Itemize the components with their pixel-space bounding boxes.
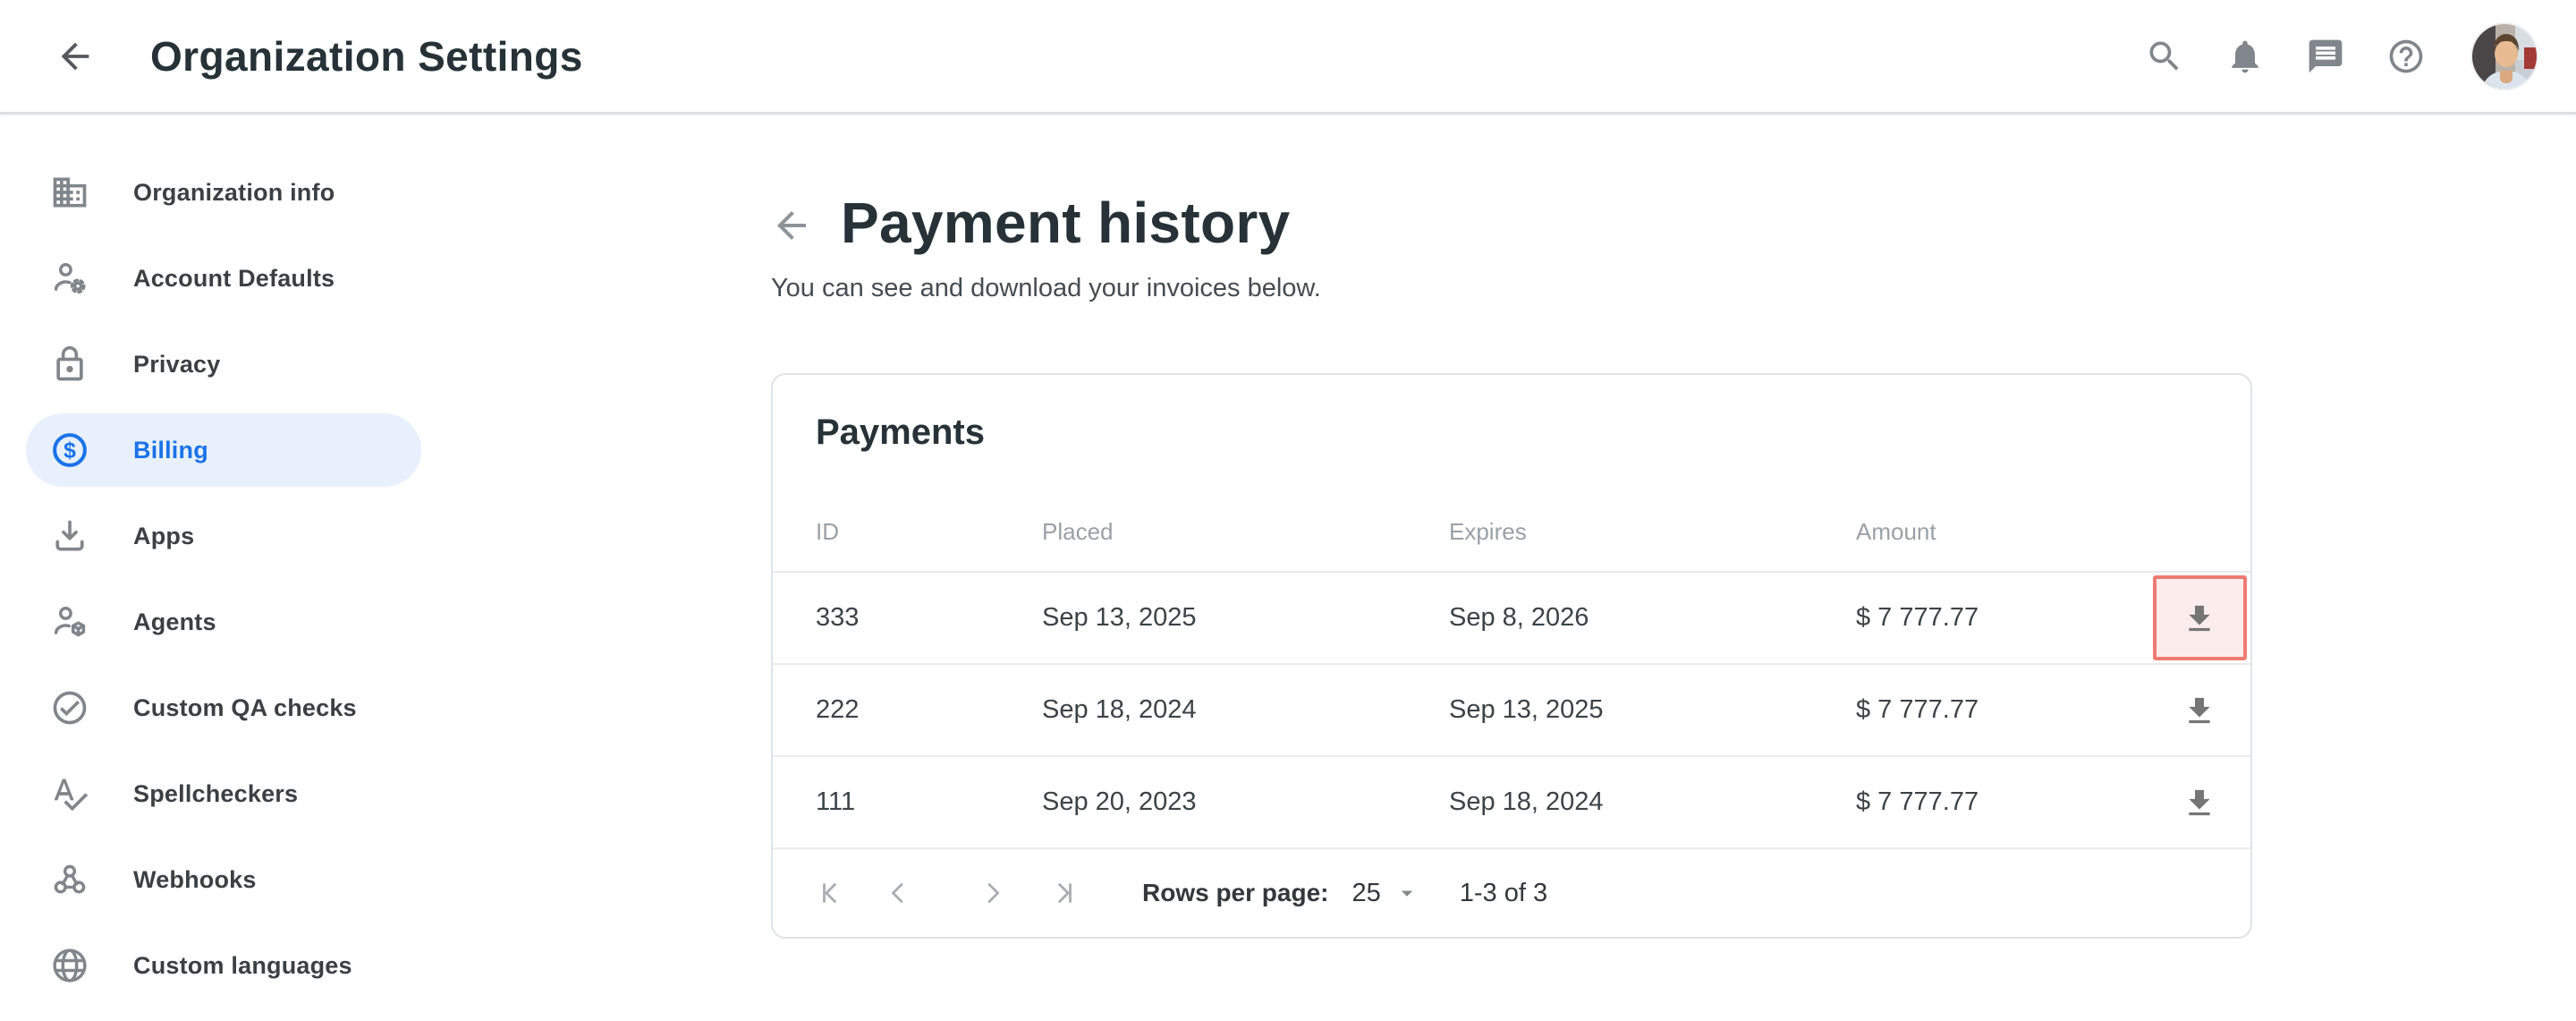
column-header-placed: Placed bbox=[1042, 518, 1114, 545]
dropdown-caret-icon[interactable] bbox=[1394, 880, 1420, 906]
sidebar-item-label: Organization info bbox=[133, 178, 335, 206]
sidebar-item-apps[interactable]: Apps bbox=[26, 499, 421, 573]
globe-icon bbox=[50, 946, 89, 985]
sidebar-item-label: Webhooks bbox=[133, 865, 257, 893]
user-avatar[interactable] bbox=[2470, 21, 2538, 90]
first-page-icon bbox=[816, 876, 850, 910]
sidebar-item-privacy[interactable]: Privacy bbox=[26, 328, 421, 401]
settings-sidebar: Organization info Account Defaults Priva… bbox=[0, 115, 429, 1015]
notifications-icon bbox=[2225, 37, 2265, 76]
lock-icon bbox=[50, 345, 89, 384]
sidebar-item-label: Agents bbox=[133, 608, 216, 635]
cell-id: 222 bbox=[816, 695, 860, 724]
download-invoice-button-highlighted[interactable] bbox=[2152, 575, 2247, 660]
building-icon bbox=[50, 173, 89, 212]
spellcheck-icon bbox=[50, 774, 89, 813]
search-button[interactable] bbox=[2143, 35, 2186, 78]
table-header-row: ID Placed Expires Amount bbox=[773, 453, 2250, 571]
chat-icon bbox=[2306, 37, 2345, 76]
chat-button[interactable] bbox=[2304, 35, 2347, 78]
section-subtitle: You can see and download your invoices b… bbox=[771, 274, 1321, 302]
next-page-button[interactable] bbox=[973, 873, 1013, 913]
notifications-button[interactable] bbox=[2224, 35, 2267, 78]
page-back-button[interactable] bbox=[769, 203, 814, 248]
pagination-range: 1-3 of 3 bbox=[1459, 878, 1548, 907]
download-icon bbox=[2182, 693, 2217, 728]
agent-cube-icon bbox=[50, 602, 89, 642]
rows-per-page-label: Rows per page: bbox=[1142, 879, 1329, 906]
chevron-left-icon bbox=[881, 876, 915, 910]
table-pagination: Rows per page: 25 1-3 of 3 bbox=[773, 847, 2250, 937]
table-row: 222 Sep 18, 2024 Sep 13, 2025 $ 7 777.77 bbox=[773, 663, 2250, 755]
sidebar-item-account-defaults[interactable]: Account Defaults bbox=[26, 242, 421, 315]
cell-expires: Sep 8, 2026 bbox=[1449, 603, 1589, 632]
sidebar-item-label: Apps bbox=[133, 522, 195, 549]
webhook-icon bbox=[50, 860, 89, 899]
back-arrow-icon bbox=[55, 36, 96, 77]
back-arrow-icon bbox=[770, 204, 813, 247]
sidebar-item-billing[interactable]: $ Billing bbox=[26, 413, 421, 487]
download-invoice-button[interactable] bbox=[2153, 668, 2247, 753]
sidebar-item-label: Billing bbox=[133, 436, 208, 464]
download-tray-icon bbox=[50, 516, 89, 556]
download-icon bbox=[2182, 785, 2217, 821]
sidebar-item-custom-languages[interactable]: Custom languages bbox=[26, 929, 421, 1002]
account-gear-icon bbox=[50, 259, 89, 298]
sidebar-item-agents[interactable]: Agents bbox=[26, 585, 421, 659]
table-row: 111 Sep 20, 2023 Sep 18, 2024 $ 7 777.77 bbox=[773, 755, 2250, 847]
payment-history-page: Payment history You can see and download… bbox=[769, 115, 2272, 1021]
rows-per-page-value[interactable]: 25 bbox=[1352, 878, 1381, 907]
sidebar-item-spellcheckers[interactable]: Spellcheckers bbox=[26, 757, 421, 830]
sidebar-item-label: Account Defaults bbox=[133, 264, 335, 292]
card-title: Payments bbox=[816, 413, 985, 452]
chevron-right-icon bbox=[976, 876, 1010, 910]
column-header-id: ID bbox=[816, 518, 839, 545]
sidebar-item-label: Privacy bbox=[133, 350, 221, 378]
sidebar-item-label: Spellcheckers bbox=[133, 779, 299, 807]
top-app-bar: Organization Settings bbox=[0, 0, 2576, 115]
last-page-icon bbox=[1045, 876, 1079, 910]
column-header-amount: Amount bbox=[1856, 518, 1936, 545]
topbar-actions bbox=[2143, 21, 2538, 90]
dollar-circle-icon: $ bbox=[50, 430, 89, 470]
column-header-expires: Expires bbox=[1449, 518, 1527, 545]
help-icon bbox=[2386, 37, 2426, 76]
cell-expires: Sep 18, 2024 bbox=[1449, 787, 1604, 816]
sidebar-item-custom-qa-checks[interactable]: Custom QA checks bbox=[26, 671, 421, 744]
previous-page-button[interactable] bbox=[878, 873, 918, 913]
cell-placed: Sep 20, 2023 bbox=[1042, 787, 1197, 816]
table-row: 333 Sep 13, 2025 Sep 8, 2026 $ 7 777.77 bbox=[773, 571, 2250, 663]
payment-history-header: Payment history bbox=[769, 190, 1290, 256]
cell-id: 111 bbox=[816, 787, 856, 816]
svg-text:$: $ bbox=[64, 438, 76, 463]
section-title: Payment history bbox=[841, 191, 1291, 255]
cell-amount: $ 7 777.77 bbox=[1856, 695, 1979, 724]
cell-placed: Sep 18, 2024 bbox=[1042, 695, 1197, 724]
last-page-button[interactable] bbox=[1042, 873, 1081, 913]
payments-card: Payments ID Placed Expires Amount 333 Se… bbox=[771, 373, 2252, 939]
help-button[interactable] bbox=[2385, 35, 2428, 78]
sidebar-item-webhooks[interactable]: Webhooks bbox=[26, 843, 421, 916]
search-icon bbox=[2145, 37, 2184, 76]
cell-amount: $ 7 777.77 bbox=[1856, 603, 1979, 632]
download-icon bbox=[2182, 600, 2217, 636]
download-invoice-button[interactable] bbox=[2153, 760, 2247, 845]
cell-id: 333 bbox=[816, 603, 860, 632]
back-button[interactable] bbox=[54, 35, 97, 78]
page-title: Organization Settings bbox=[150, 32, 583, 80]
sidebar-item-label: Custom languages bbox=[133, 951, 352, 979]
sidebar-item-organization-info[interactable]: Organization info bbox=[26, 156, 421, 229]
first-page-button[interactable] bbox=[813, 873, 852, 913]
cell-amount: $ 7 777.77 bbox=[1856, 787, 1979, 816]
cell-expires: Sep 13, 2025 bbox=[1449, 695, 1604, 724]
cell-placed: Sep 13, 2025 bbox=[1042, 603, 1197, 632]
sidebar-item-label: Custom QA checks bbox=[133, 693, 357, 721]
check-circle-icon bbox=[50, 688, 89, 727]
